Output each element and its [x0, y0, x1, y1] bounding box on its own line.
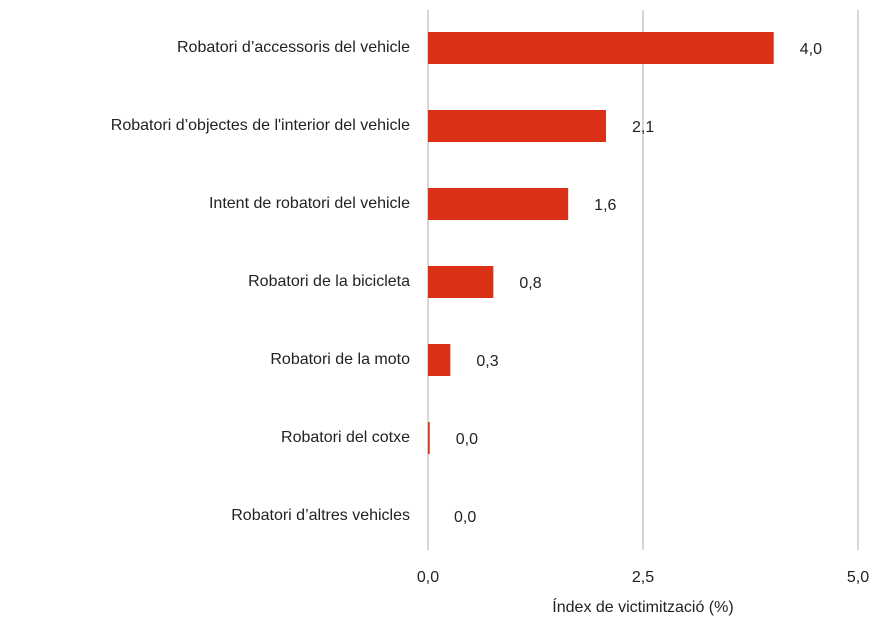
y-tick-label: Robatori del cotxe: [281, 429, 410, 446]
value-label: 0,8: [519, 275, 541, 292]
bar: [428, 344, 451, 376]
y-tick-label: Robatori d’accessoris del vehicle: [177, 39, 410, 56]
bar: [428, 32, 774, 64]
bar: [428, 422, 430, 454]
x-tick-label: 5,0: [847, 569, 869, 586]
y-tick-label: Robatori de la moto: [270, 351, 410, 368]
value-label: 4,0: [800, 41, 822, 58]
value-label: 0,3: [476, 353, 498, 370]
value-label: 0,0: [456, 431, 478, 448]
value-label: 1,6: [594, 197, 616, 214]
y-tick-label: Robatori d’altres vehicles: [231, 507, 410, 524]
bar: [428, 266, 494, 298]
bar: [428, 110, 607, 142]
value-label: 0,0: [454, 509, 476, 526]
y-tick-label: Robatori d’objectes de l'interior del ve…: [111, 117, 410, 134]
y-tick-label: Robatori de la bicicleta: [248, 273, 410, 290]
value-label: 2,1: [632, 119, 654, 136]
x-tick-label: 0,0: [417, 569, 439, 586]
y-tick-label: Intent de robatori del vehicle: [209, 195, 410, 212]
x-axis-label: Índex de victimització (%): [552, 597, 733, 616]
x-tick-label: 2,5: [632, 569, 654, 586]
bar: [428, 188, 569, 220]
